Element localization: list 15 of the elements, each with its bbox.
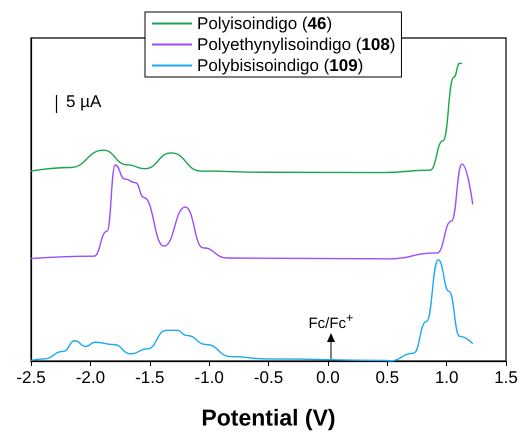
x-tick-label: -1.5 (135, 368, 164, 387)
x-axis-title: Potential (V) (201, 404, 336, 430)
x-tick-label: -2.0 (76, 368, 106, 387)
legend-label: Polyisoindigo (46) (197, 14, 332, 33)
x-tick-label: 1.5 (494, 368, 518, 387)
x-tick-label: -2.5 (16, 368, 46, 387)
x-tick-label: 1.0 (434, 368, 458, 387)
legend-label: Polybisisoindigo (109) (197, 56, 364, 75)
x-tick-label: 0.5 (375, 368, 400, 387)
annotation: Fc/Fc$^{+}$ (308, 311, 354, 332)
annotation: 5 µA (66, 92, 102, 112)
x-tick-label: -1.0 (194, 368, 224, 387)
x-tick-label: 0.0 (316, 368, 340, 387)
legend-label: Polyethynylisoindigo (108) (197, 35, 396, 54)
x-tick-label: -0.5 (254, 368, 284, 387)
